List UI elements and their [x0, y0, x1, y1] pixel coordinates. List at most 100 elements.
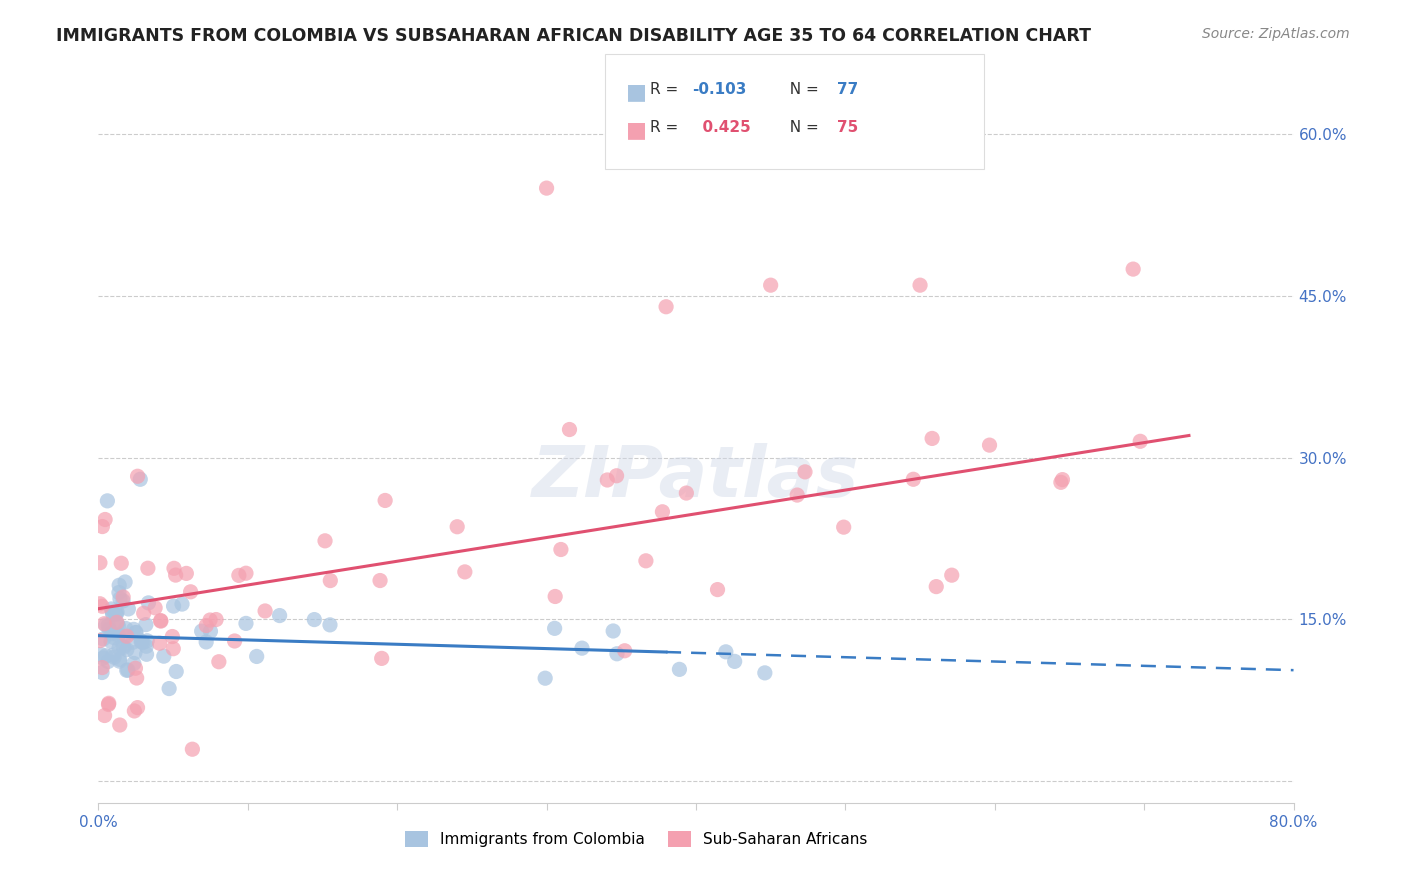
Point	[108, 652, 131, 666]
Point	[550, 542, 572, 557]
Point	[105, 615, 128, 630]
Point	[606, 468, 628, 483]
Point	[96, 493, 118, 508]
Point	[107, 628, 129, 642]
Point	[108, 591, 131, 606]
Point	[1050, 475, 1073, 490]
Point	[117, 602, 139, 616]
Point	[114, 574, 136, 589]
Point	[136, 633, 159, 648]
Point	[165, 568, 187, 582]
Point	[368, 574, 391, 588]
Point	[122, 635, 145, 649]
Point	[124, 661, 146, 675]
Text: 0.425: 0.425	[692, 120, 751, 136]
Point	[90, 648, 112, 662]
Point	[651, 505, 673, 519]
Point	[180, 584, 202, 599]
Point	[235, 616, 257, 631]
Point	[124, 704, 146, 718]
Point	[103, 650, 125, 665]
Point	[97, 696, 120, 710]
Point	[979, 438, 1001, 452]
Point	[112, 590, 135, 604]
Point	[114, 622, 136, 636]
Point	[602, 624, 624, 638]
Point	[759, 278, 782, 293]
Point	[1122, 262, 1144, 277]
Point	[536, 181, 558, 195]
Point	[832, 520, 855, 534]
Point	[132, 606, 155, 620]
Point	[98, 623, 121, 637]
Point	[224, 634, 246, 648]
Point	[135, 639, 157, 653]
Point	[105, 607, 128, 621]
Point	[101, 648, 124, 662]
Text: IMMIGRANTS FROM COLOMBIA VS SUBSAHARAN AFRICAN DISABILITY AGE 35 TO 64 CORRELATI: IMMIGRANTS FROM COLOMBIA VS SUBSAHARAN A…	[56, 27, 1091, 45]
Point	[149, 614, 172, 628]
Point	[100, 602, 122, 616]
Point	[129, 472, 152, 486]
Point	[114, 629, 136, 643]
Point	[127, 700, 149, 714]
Point	[103, 631, 125, 645]
Point	[319, 618, 342, 632]
Point	[228, 568, 250, 582]
Point	[714, 645, 737, 659]
Point	[115, 642, 138, 657]
Point	[319, 574, 342, 588]
Text: 75: 75	[837, 120, 858, 136]
Point	[101, 605, 124, 619]
Point	[89, 556, 111, 570]
Point	[104, 607, 127, 621]
Point	[534, 671, 557, 685]
Point	[314, 533, 336, 548]
Point	[596, 473, 619, 487]
Point	[136, 561, 159, 575]
Point	[97, 618, 120, 632]
Point	[89, 597, 111, 611]
Point	[91, 651, 114, 665]
Point	[190, 624, 212, 639]
Point	[269, 608, 291, 623]
Point	[112, 594, 135, 608]
Point	[208, 655, 231, 669]
Point	[108, 654, 131, 668]
Point	[143, 600, 166, 615]
Point	[374, 493, 396, 508]
Point	[110, 556, 132, 570]
Point	[135, 617, 157, 632]
Point	[613, 644, 636, 658]
Point	[941, 568, 963, 582]
Point	[108, 640, 131, 655]
Point	[558, 423, 581, 437]
Point	[125, 671, 148, 685]
Point	[195, 618, 218, 632]
Point	[170, 597, 193, 611]
Point	[1129, 434, 1152, 449]
Point	[111, 640, 134, 654]
Point	[675, 486, 697, 500]
Point	[446, 520, 468, 534]
Point	[163, 561, 186, 575]
Point	[94, 512, 117, 526]
Point	[165, 665, 187, 679]
Text: N =: N =	[780, 82, 824, 97]
Point	[93, 616, 115, 631]
Point	[668, 662, 690, 676]
Point	[122, 623, 145, 637]
Point	[105, 605, 128, 619]
Point	[195, 635, 218, 649]
Point	[117, 663, 139, 677]
Point	[97, 698, 120, 712]
Text: N =: N =	[780, 120, 824, 136]
Point	[370, 651, 392, 665]
Point	[454, 565, 477, 579]
Point	[200, 624, 222, 639]
Point	[127, 469, 149, 483]
Point	[97, 655, 120, 669]
Point	[91, 519, 114, 533]
Point	[794, 465, 817, 479]
Point	[655, 300, 678, 314]
